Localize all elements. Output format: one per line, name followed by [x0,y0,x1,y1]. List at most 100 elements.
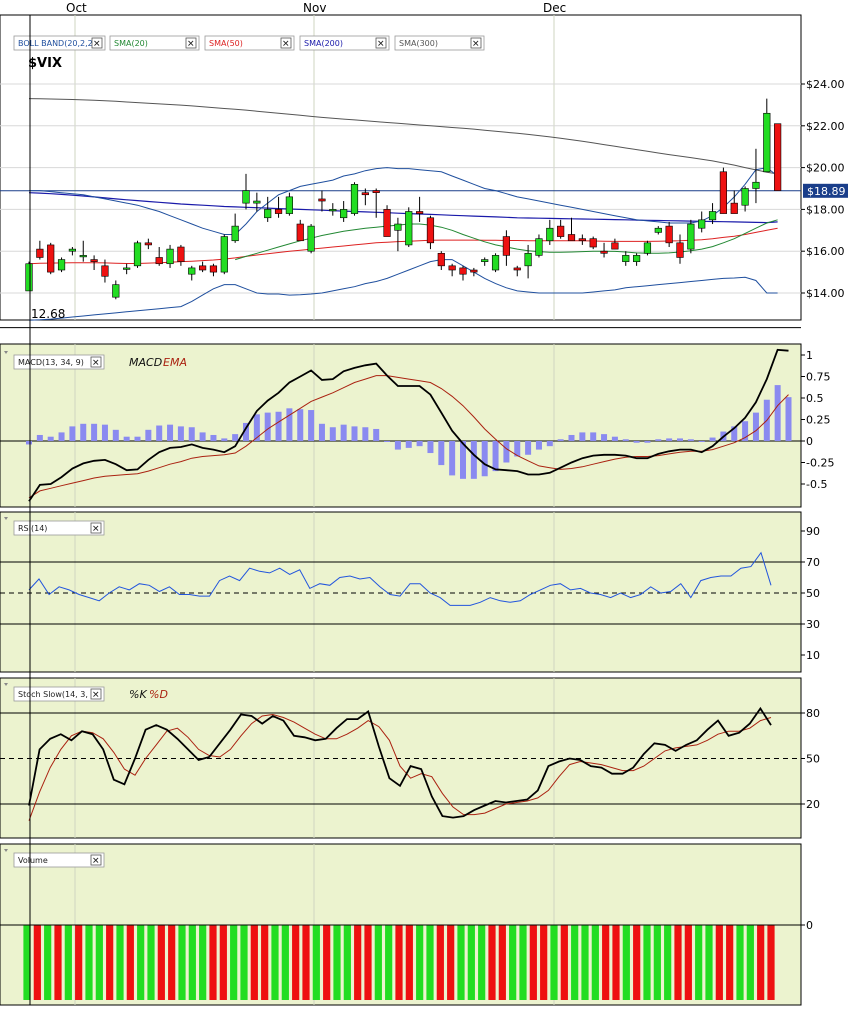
close-button[interactable] [91,37,103,49]
candle [622,251,630,266]
candle [687,219,695,254]
candle-body [144,242,152,246]
volume-bar [664,925,672,1000]
panel-button-bg [13,354,105,370]
close-button[interactable] [90,356,102,368]
rsi-axis-label: 10 [806,649,820,662]
close-button[interactable] [375,37,387,49]
macd-hist-bar [525,441,532,455]
volume-bar [157,925,165,1000]
candle-body [307,225,315,252]
candle [643,240,652,256]
candle [101,259,109,283]
overlay-button[interactable]: SMA(20) ✕ [109,35,200,51]
candle [698,211,706,233]
overlay-button[interactable]: SMA(300) ✕ [394,35,485,51]
overlay-button[interactable]: SMA(50) ✕ [204,35,295,51]
macd-hist-bar [546,441,553,447]
stoch-k-line [28,706,772,819]
candle [535,234,543,258]
candle [448,263,456,277]
candle-body [600,250,608,254]
volume-bar [354,925,362,1000]
close-button[interactable] [470,37,482,49]
candle [437,251,445,271]
macd-hist-bar [449,441,456,476]
macd-hist-bar [286,408,293,441]
candle-body [112,284,120,298]
volume-bar [44,925,52,1000]
close-button[interactable] [185,37,197,49]
panel-button[interactable]: MACD(13, 34, 9) ✕ [4,351,105,370]
bollinger-lower-line [28,259,778,321]
overlay-button[interactable]: BOLL BAND(20,2,2)✕ [13,35,106,51]
candle-body [687,223,695,250]
candle [459,265,467,281]
overlay-button-label: SMA(200) [304,39,343,48]
candle-body [611,242,619,250]
volume-bar [736,925,744,1000]
overlay-button-label: SMA(50) [209,39,243,48]
volume-bar [612,925,620,1000]
volume-bar [219,925,227,1000]
close-button[interactable] [90,854,102,866]
macd-hist-bar [731,426,738,441]
volume-bar [488,925,496,1000]
candle-body [665,225,673,244]
macd-hist-bar [243,422,249,441]
volume-bar [147,925,155,1000]
volume-bar [178,925,186,1000]
candle [47,242,55,275]
macd-hist-bar [145,429,152,441]
macd-hist-bar [253,414,260,441]
overlay-button[interactable]: SMA(200) ✕ [299,35,390,51]
volume-bar [726,925,734,1000]
candle-body [372,190,380,193]
macd-hist-bar [264,412,271,441]
macd-legend: MACD EMA [129,356,187,369]
candle [57,257,66,273]
macd-hist-bar [427,441,434,454]
close-icon: ✕ [377,40,385,50]
volume-bar [715,925,723,1000]
candle-body [340,209,348,219]
candle [741,186,749,212]
panel-button-bg [13,852,105,868]
overlay-button-label: SMA(20) [114,39,148,48]
macd-hist-bar [677,438,683,441]
candle [708,203,717,225]
candle [676,234,684,264]
panel-button[interactable]: Volume ✕ [4,849,105,868]
close-button[interactable] [90,522,102,534]
candle [296,219,304,242]
candle [307,224,315,254]
candle [524,244,532,279]
volume-panel: 0 [0,919,813,1000]
close-button[interactable] [90,688,102,700]
candle-body [524,252,532,267]
macd-hist-bar [655,439,662,441]
close-button[interactable] [280,37,292,49]
candle [144,238,152,250]
panel-button[interactable]: RSI(14) ✕ [4,517,105,536]
volume-bar [33,925,41,1000]
volume-bar [705,925,713,1000]
volume-bar [540,925,548,1000]
candle [274,196,283,218]
candle-body [448,265,456,271]
stoch-axis-label: 20 [806,798,820,811]
volume-bar [168,925,176,1000]
macd-hist-bar [460,441,466,479]
macd-axis-label: -0.25 [806,457,834,470]
candle [589,236,597,250]
collapse-icon [4,683,8,686]
macd-hist-bar [601,434,608,441]
month-label-dec: Dec [543,1,566,15]
volume-bar [529,925,537,1000]
macd-hist-bar [69,426,76,441]
volume-bar [405,925,413,1000]
candle-body [774,123,782,191]
panel-button[interactable]: Stoch Slow(14, 3, 3)✕ [4,683,105,702]
candle [730,190,738,214]
macd-hist-bar [112,429,119,441]
